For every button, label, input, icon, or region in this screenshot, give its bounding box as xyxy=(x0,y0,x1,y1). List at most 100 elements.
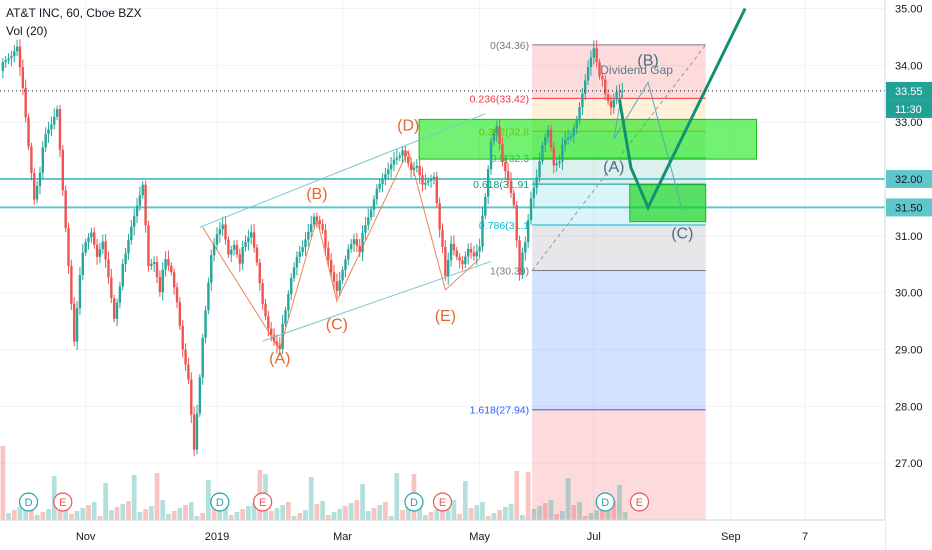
candle-body xyxy=(544,137,547,145)
event-circle xyxy=(629,492,650,512)
event-letter: D xyxy=(601,497,609,509)
candle-body xyxy=(70,265,73,304)
candle-body xyxy=(184,349,187,365)
candle-body xyxy=(292,267,296,278)
candle-body xyxy=(615,92,618,100)
candle-body xyxy=(190,379,193,415)
candle-body xyxy=(509,180,513,193)
candle-body xyxy=(230,249,233,255)
event-letter: D xyxy=(25,497,33,509)
dividend-event-marker[interactable]: D xyxy=(595,492,615,512)
candle-body xyxy=(444,246,447,277)
volume-bar xyxy=(451,500,457,520)
volume-bar xyxy=(565,478,571,520)
candle-body xyxy=(161,269,164,293)
volume-bar xyxy=(508,504,514,520)
symbol-legend[interactable]: AT&T INC, 60, Cboe BZX xyxy=(6,6,142,20)
candle-body xyxy=(435,176,438,204)
dividend-event-marker[interactable]: D xyxy=(210,492,230,512)
volume-bar xyxy=(183,505,188,520)
candle-body xyxy=(241,246,244,264)
candle-body xyxy=(227,239,230,255)
candle-body xyxy=(389,164,393,170)
volume-bar xyxy=(23,504,29,520)
dividend-event-marker[interactable]: D xyxy=(18,492,39,512)
candle-body xyxy=(349,244,353,249)
candle-body xyxy=(606,94,610,101)
volume-bar xyxy=(394,473,400,520)
volume-bar xyxy=(611,501,617,520)
time-tick-label: Sep xyxy=(721,531,741,543)
volume-bar xyxy=(525,472,531,520)
channel-upper-line xyxy=(199,113,486,228)
wave-label: (B) xyxy=(637,52,658,69)
fib-zone xyxy=(532,225,706,271)
candle-body xyxy=(575,120,578,129)
earnings-event-marker[interactable]: E xyxy=(629,492,650,512)
volume-bar xyxy=(480,502,485,520)
volume-bar xyxy=(6,513,11,520)
volume-bar xyxy=(11,510,17,520)
fib-level-label: 0(34.36) xyxy=(490,40,529,52)
volume-bar xyxy=(91,502,97,520)
candle-body xyxy=(58,109,62,150)
dividend-gap-annotation: Dividend Gap xyxy=(600,63,673,77)
candle-body xyxy=(15,46,19,52)
candle-body xyxy=(27,117,30,147)
volume-bar xyxy=(148,506,154,520)
volume-bar xyxy=(542,503,548,520)
volume-bar xyxy=(622,512,628,520)
earnings-event-marker[interactable]: E xyxy=(53,492,73,512)
candle-body xyxy=(321,223,324,230)
candle-body xyxy=(35,186,39,200)
candle-body xyxy=(601,76,604,80)
volume-bar xyxy=(40,512,46,520)
volume-bar xyxy=(74,511,80,520)
time-tick-label: 2019 xyxy=(205,531,229,543)
volume-bar xyxy=(371,508,377,520)
candle-body xyxy=(1,62,5,72)
candle-body xyxy=(93,232,96,245)
time-tick-label: Mar xyxy=(333,531,352,543)
volume-legend[interactable]: Vol (20) xyxy=(6,24,48,38)
candle-body xyxy=(212,244,216,256)
volume-bar xyxy=(200,513,206,520)
candle-body xyxy=(264,304,267,317)
volume-bar xyxy=(354,500,360,520)
candle-body xyxy=(372,199,376,210)
volume-bar xyxy=(80,508,86,520)
candle-body xyxy=(61,149,65,191)
fib-zone xyxy=(532,270,706,410)
candle-body xyxy=(338,280,341,291)
candle-body xyxy=(581,93,584,108)
candle-body xyxy=(535,177,538,188)
earnings-event-marker[interactable]: E xyxy=(432,492,453,512)
candle-body xyxy=(172,272,176,288)
candle-body xyxy=(438,203,441,230)
candle-body xyxy=(409,163,413,170)
candle-body xyxy=(90,232,93,238)
candle-body xyxy=(147,225,150,266)
candle-body xyxy=(67,228,70,266)
candle-body xyxy=(358,245,361,253)
candle-body xyxy=(398,155,401,158)
dividend-event-marker[interactable]: D xyxy=(404,492,424,512)
volume-bar xyxy=(343,506,348,520)
candle-body xyxy=(287,294,290,311)
candle-body xyxy=(278,345,281,349)
candle-body xyxy=(572,128,576,136)
fib-zone xyxy=(532,44,706,99)
candle-body xyxy=(238,254,242,264)
candle-body xyxy=(38,172,42,187)
volume-bar xyxy=(206,480,211,520)
candle-body xyxy=(432,176,436,179)
candle-body xyxy=(155,261,159,278)
earnings-event-marker[interactable]: E xyxy=(253,492,273,512)
volume-bar xyxy=(388,516,394,520)
candle-body xyxy=(404,150,407,157)
candle-body xyxy=(552,147,556,166)
wave-label: (B) xyxy=(306,186,327,203)
candle-body xyxy=(506,171,510,181)
